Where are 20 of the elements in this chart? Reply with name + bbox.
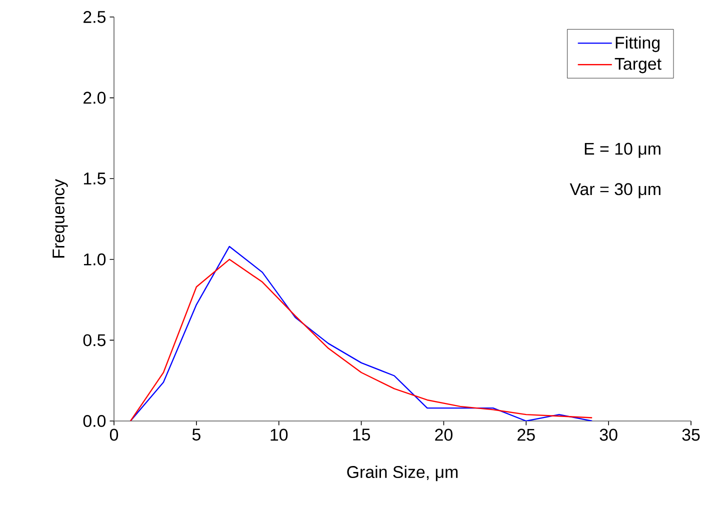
x-axis-title: Grain Size, μm [347, 466, 458, 482]
y-tick-label: 1.0 [84, 253, 106, 266]
y-tick-label: 2.0 [84, 92, 106, 104]
x-tick-label: 20 [435, 428, 452, 441]
legend-label: Fitting [616, 36, 660, 52]
x-tick-label: 10 [270, 428, 288, 441]
x-tick-label: 5 [192, 428, 200, 441]
y-tick-label: 2.5 [84, 11, 106, 23]
x-tick-label: 30 [600, 428, 618, 441]
x-tick-label: 35 [682, 428, 700, 441]
y-tick-label: 0.5 [83, 334, 106, 346]
x-tick-label: 15 [353, 428, 370, 441]
annotation: Var = 30 μm [570, 183, 660, 198]
x-tick-label: 25 [518, 428, 535, 441]
y-tick-label: 1.5 [84, 172, 106, 185]
legend-label: Target [614, 58, 662, 74]
x-tick-label: 0 [110, 428, 118, 441]
y-tick-label: 0.0 [83, 415, 106, 428]
y-axis-title: Frequency [52, 179, 68, 258]
annotation: E = 10 μm [584, 142, 660, 158]
